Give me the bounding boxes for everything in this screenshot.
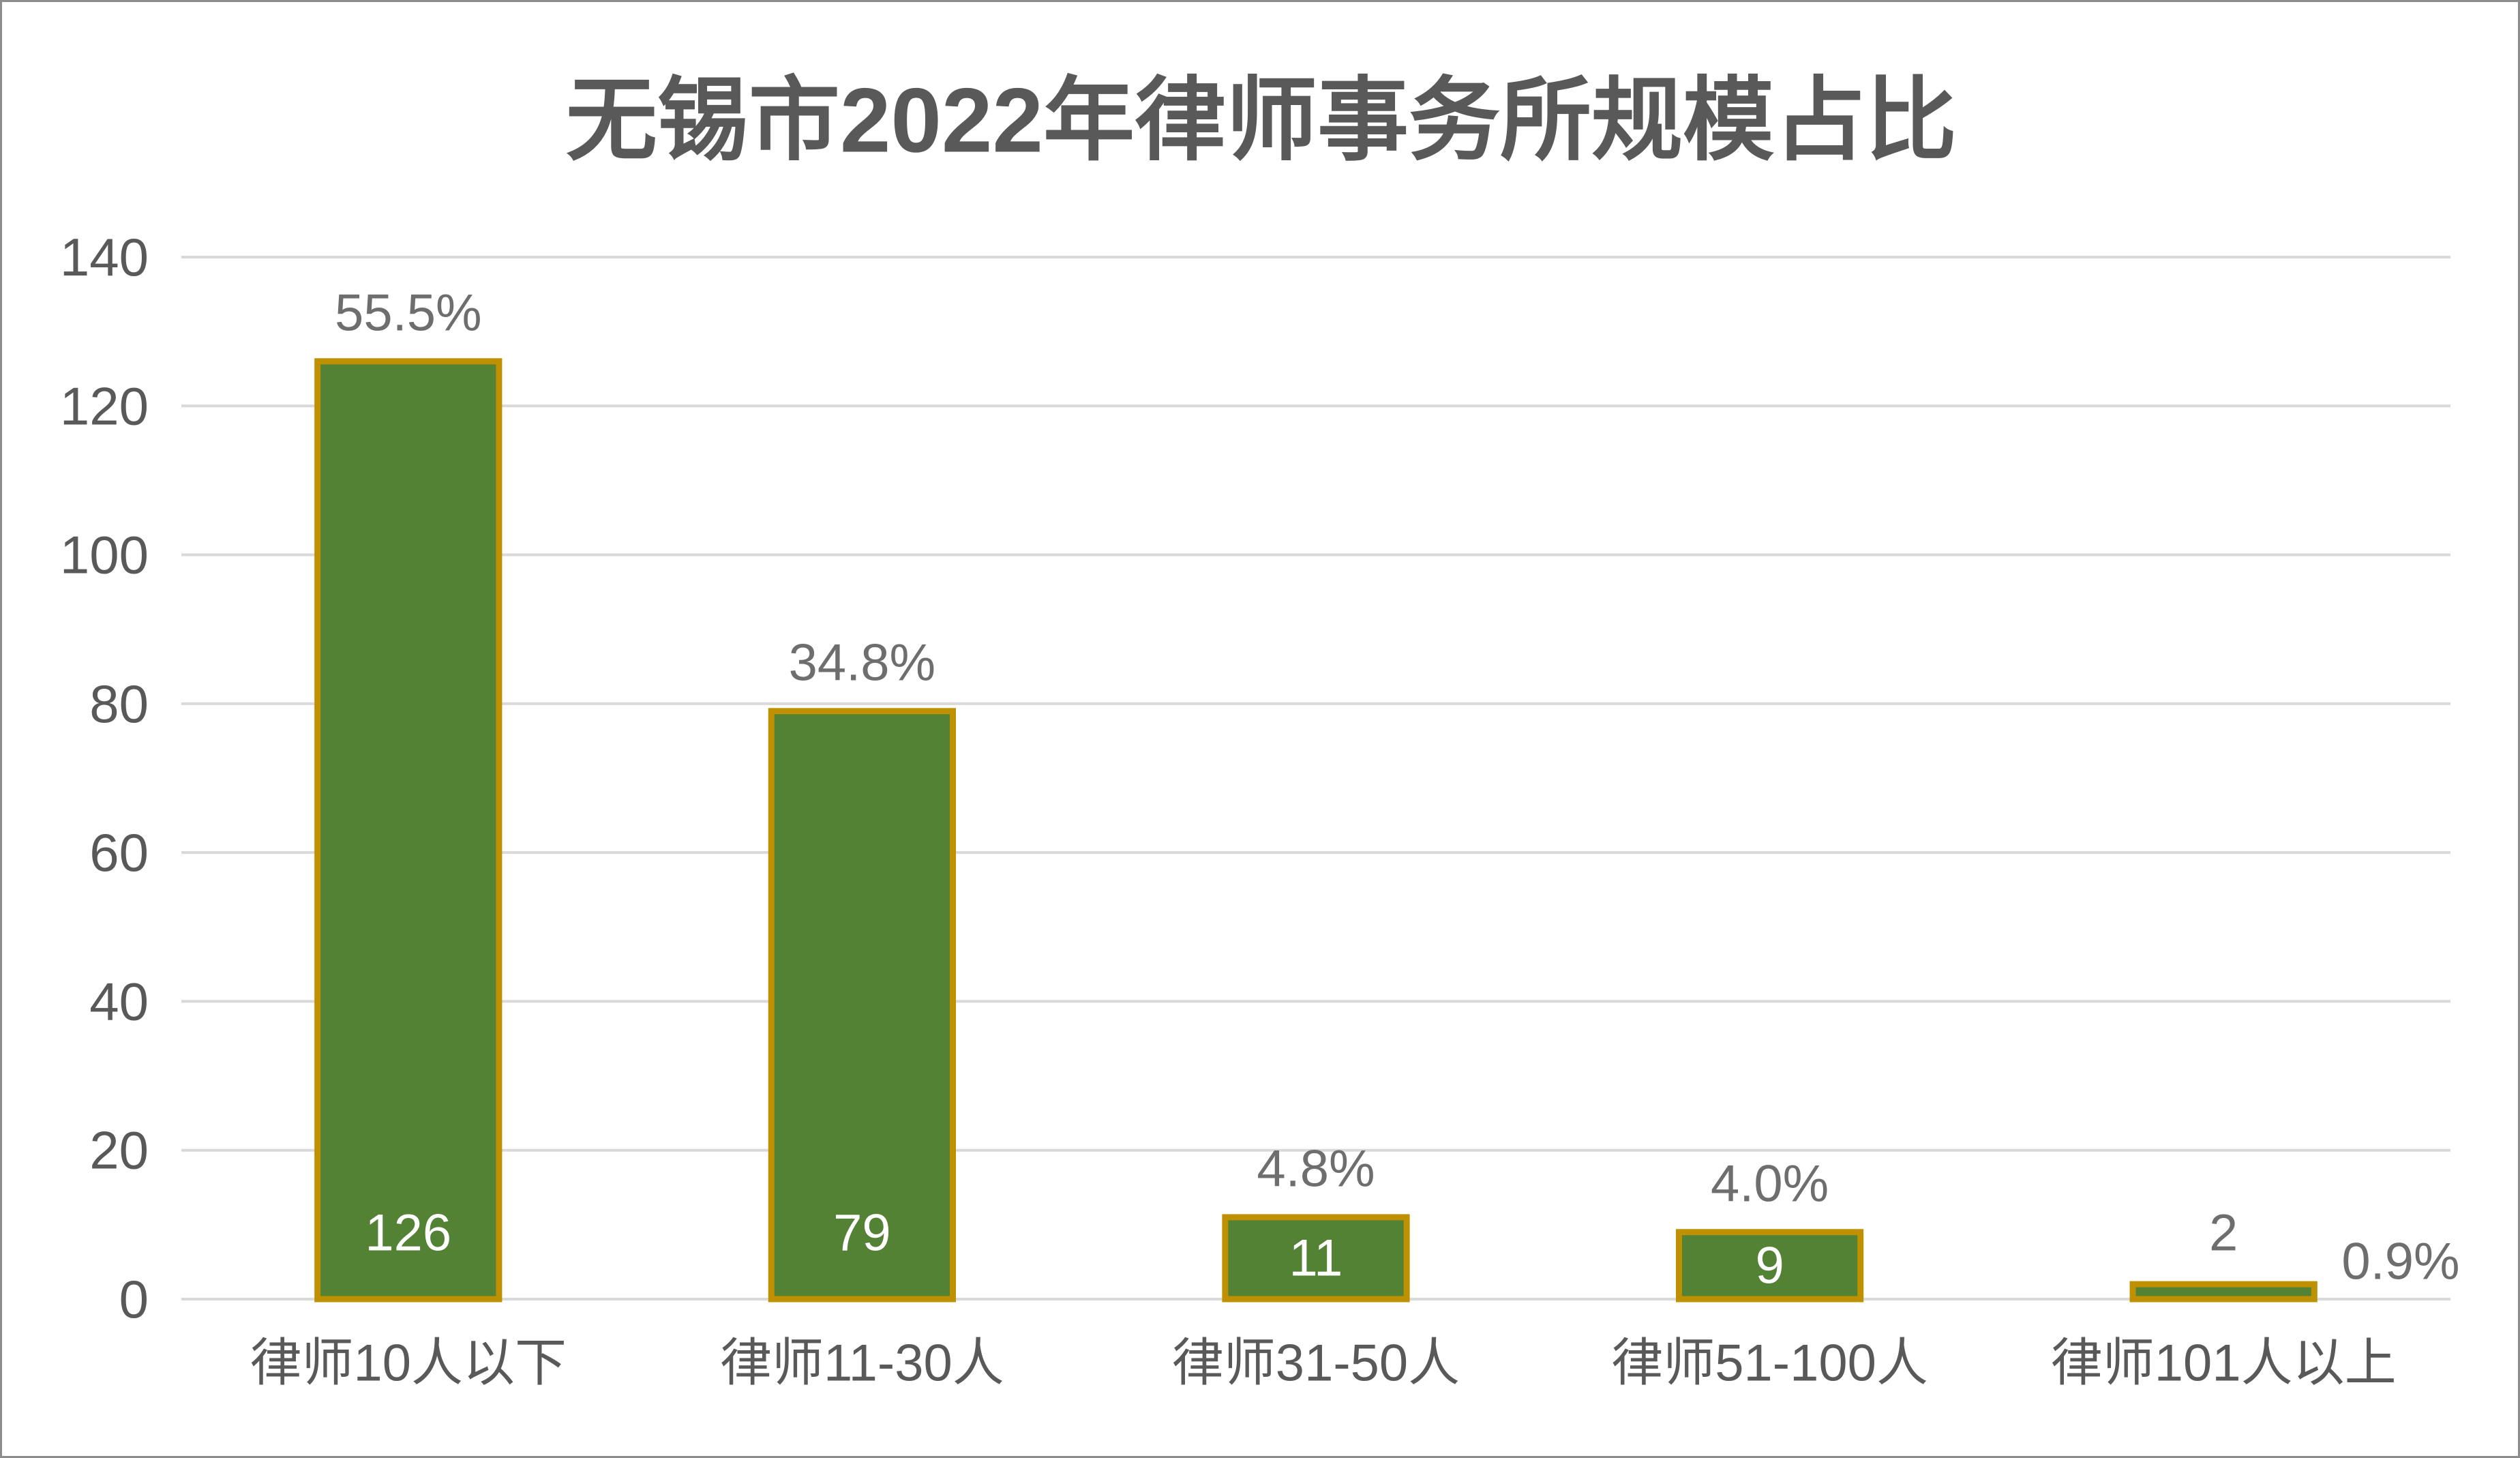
y-tick-label: 100 <box>60 525 149 585</box>
y-tick-label: 0 <box>119 1269 149 1329</box>
bar <box>1675 1229 1864 1303</box>
x-category-label: 律师101人以上 <box>2051 1335 2397 1393</box>
x-category-label: 律师11-30人 <box>720 1335 1004 1393</box>
bar <box>1222 1214 1410 1303</box>
y-tick-label: 60 <box>89 822 149 882</box>
bar-percent-label: 55.5% <box>335 284 482 342</box>
bar-percent-label: 4.8% <box>1257 1140 1375 1197</box>
bar-value-label: 126 <box>365 1204 451 1262</box>
bar-value-label: 79 <box>833 1204 891 1262</box>
y-tick-label: 120 <box>60 376 149 436</box>
bar-value-label: 9 <box>1755 1236 1784 1294</box>
gridlines <box>181 256 2450 1300</box>
bar-value-label: 11 <box>1289 1229 1343 1287</box>
y-axis-tick-labels: 0 20 40 60 80 100 120 140 <box>60 227 149 1329</box>
y-tick-label: 80 <box>89 674 149 734</box>
y-tick-label: 20 <box>89 1120 149 1180</box>
bar <box>314 358 502 1303</box>
y-tick-label: 140 <box>60 227 149 287</box>
bars <box>314 358 2318 1303</box>
bar <box>2129 1281 2318 1303</box>
chart-title: 无锡市2022年律师事务所规模占比 <box>566 70 1957 172</box>
bar <box>768 708 957 1303</box>
x-category-label: 律师51-100人 <box>1611 1335 1928 1393</box>
y-tick-label: 40 <box>89 971 149 1031</box>
bar-percent-label: 34.8% <box>789 634 936 691</box>
x-category-label: 律师10人以下 <box>250 1335 567 1393</box>
bar-value-label: 2 <box>2209 1204 2238 1262</box>
bar-percent-label: 4.0% <box>1711 1155 1829 1212</box>
data-labels: 126 55.5% 79 34.8% 11 4.8% 9 4.0% 2 0.9% <box>335 284 2460 1294</box>
x-category-label: 律师31-50人 <box>1172 1335 1460 1393</box>
x-axis-category-labels: 律师10人以下 律师11-30人 律师31-50人 律师51-100人 律师101人以上 <box>250 1335 2397 1393</box>
bar-percent-label: 0.9% <box>2341 1233 2459 1291</box>
